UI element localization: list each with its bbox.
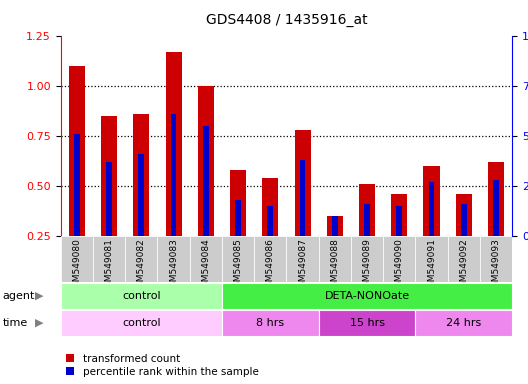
Bar	[295, 130, 310, 236]
Text: GSM549093: GSM549093	[492, 238, 501, 293]
Bar	[319, 310, 416, 336]
Text: GSM549083: GSM549083	[169, 238, 178, 293]
Bar	[93, 236, 125, 282]
Bar	[198, 86, 214, 236]
Bar	[190, 236, 222, 282]
Bar	[416, 236, 448, 282]
Bar	[254, 236, 286, 282]
Bar	[101, 116, 117, 236]
Text: GDS4408 / 1435916_at: GDS4408 / 1435916_at	[205, 13, 367, 27]
Bar	[423, 166, 440, 236]
Bar	[138, 154, 144, 236]
Text: GSM549084: GSM549084	[201, 238, 210, 293]
Text: GSM549088: GSM549088	[331, 238, 340, 293]
Text: GSM549090: GSM549090	[395, 238, 404, 293]
Bar	[351, 236, 383, 282]
Text: agent: agent	[3, 291, 35, 301]
Bar	[364, 204, 370, 236]
Bar	[222, 236, 254, 282]
Bar	[106, 162, 112, 236]
Text: GSM549080: GSM549080	[72, 238, 81, 293]
Text: 15 hrs: 15 hrs	[350, 318, 384, 328]
Text: GSM549082: GSM549082	[137, 238, 146, 293]
Bar	[480, 236, 512, 282]
Text: GSM549092: GSM549092	[459, 238, 468, 293]
Bar	[429, 182, 435, 236]
Bar	[391, 194, 408, 236]
Bar	[488, 162, 504, 236]
Bar	[327, 216, 343, 236]
Text: GSM549081: GSM549081	[105, 238, 114, 293]
Bar	[397, 206, 402, 236]
Text: GSM549091: GSM549091	[427, 238, 436, 293]
Bar	[165, 53, 182, 236]
Bar	[332, 216, 338, 236]
Bar	[125, 236, 157, 282]
Bar	[222, 310, 319, 336]
Bar	[493, 180, 499, 236]
Bar	[74, 134, 80, 236]
Text: 24 hrs: 24 hrs	[446, 318, 482, 328]
Bar	[69, 66, 85, 236]
Bar	[171, 114, 176, 236]
Bar	[461, 204, 467, 236]
Bar	[203, 126, 209, 236]
Text: GSM549085: GSM549085	[233, 238, 242, 293]
Bar	[456, 194, 472, 236]
Bar	[416, 310, 512, 336]
Bar	[448, 236, 480, 282]
Text: ▶: ▶	[35, 318, 44, 328]
Bar	[286, 236, 319, 282]
Text: GSM549089: GSM549089	[363, 238, 372, 293]
Text: 8 hrs: 8 hrs	[256, 318, 285, 328]
Bar	[61, 236, 93, 282]
Text: GSM549087: GSM549087	[298, 238, 307, 293]
Bar	[230, 170, 246, 236]
Bar	[359, 184, 375, 236]
Bar	[262, 178, 278, 236]
Bar	[61, 310, 222, 336]
Text: control: control	[122, 291, 161, 301]
Text: DETA-NONOate: DETA-NONOate	[325, 291, 410, 301]
Bar	[383, 236, 416, 282]
Bar	[300, 160, 306, 236]
Bar	[157, 236, 190, 282]
Bar	[267, 206, 273, 236]
Legend: transformed count, percentile rank within the sample: transformed count, percentile rank withi…	[66, 354, 259, 377]
Bar	[319, 236, 351, 282]
Text: control: control	[122, 318, 161, 328]
Bar	[235, 200, 241, 236]
Bar	[222, 283, 512, 309]
Text: time: time	[3, 318, 28, 328]
Text: ▶: ▶	[35, 291, 44, 301]
Bar	[133, 114, 149, 236]
Bar	[61, 283, 222, 309]
Text: GSM549086: GSM549086	[266, 238, 275, 293]
